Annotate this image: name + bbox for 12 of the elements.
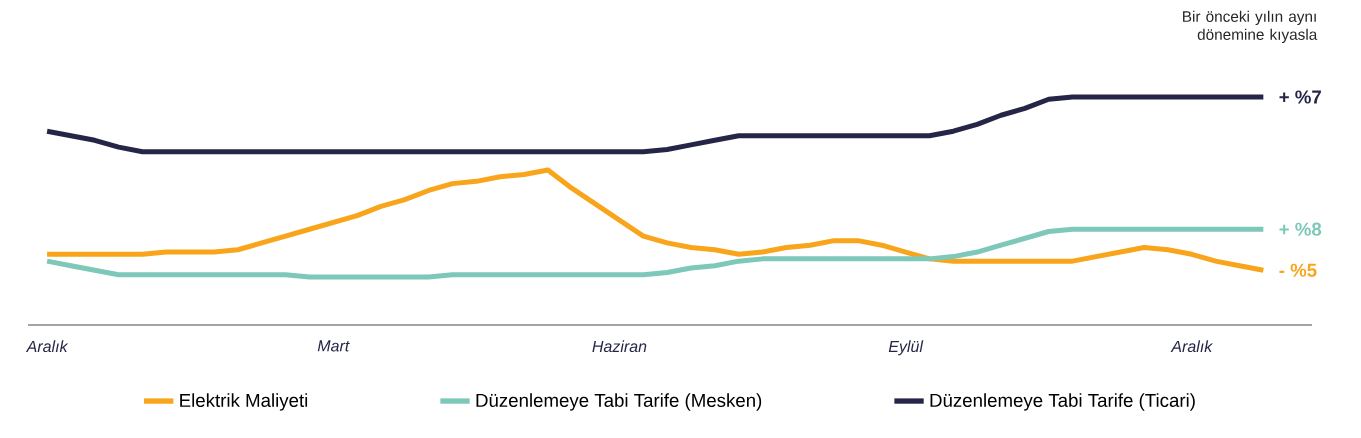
x-tick-label: Aralık: [25, 340, 69, 353]
text: + %8: [1279, 222, 1322, 236]
chart-title: Bir önceki yılın aynı dönemine kıyasla: [1183, 10, 1318, 43]
x-tick-label: Eylül: [888, 340, 924, 356]
legend-label: Düzenlemeye Tabi Tarife (Ticari): [930, 393, 1195, 411]
legend-label: Düzenlemeye Tabi Tarife (Mesken): [476, 393, 762, 411]
x-tick-label: Haziran: [592, 340, 647, 353]
text: - %5: [1279, 263, 1317, 277]
legend-label: Elektrik Maliyeti: [180, 393, 308, 411]
x-tick-label: Mart: [317, 340, 350, 352]
text: + %7: [1279, 90, 1321, 104]
x-tick-label: Aralık: [1170, 340, 1213, 353]
